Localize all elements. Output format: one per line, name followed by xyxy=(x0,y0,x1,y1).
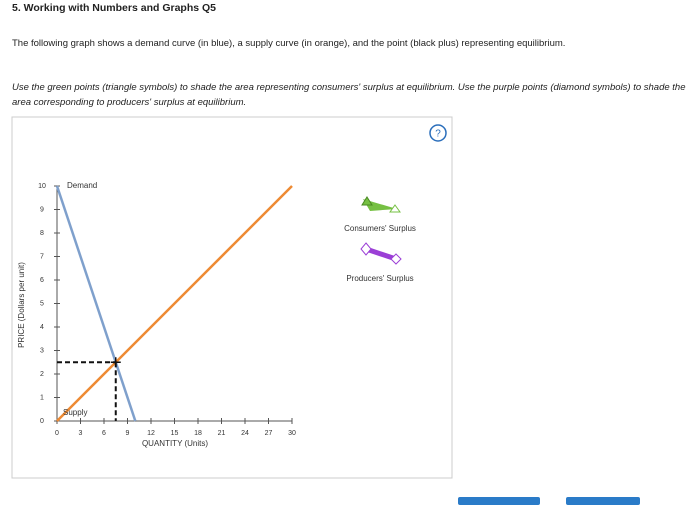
equilibrium-point xyxy=(110,357,121,368)
intro-text: The following graph shows a demand curve… xyxy=(12,38,566,49)
series-label: Demand xyxy=(67,181,97,190)
x-tick-label: 27 xyxy=(265,430,273,437)
x-tick-label: 6 xyxy=(102,430,106,437)
y-tick-label: 8 xyxy=(40,230,44,237)
button[interactable] xyxy=(458,497,540,505)
x-tick-label: 21 xyxy=(218,430,226,437)
help-circle[interactable] xyxy=(429,124,447,142)
x-tick-label: 30 xyxy=(288,430,296,437)
help-label[interactable]: ? xyxy=(435,129,441,140)
x-tick-label: 12 xyxy=(147,430,155,437)
y-tick-label: 7 xyxy=(40,253,44,260)
help-button[interactable]: ? xyxy=(429,124,447,142)
y-tick-label: 5 xyxy=(40,300,44,307)
instructions: Use the green points (triangle symbols) … xyxy=(12,82,686,108)
tool-icon xyxy=(365,246,397,262)
x-tick-label: 15 xyxy=(171,430,179,437)
tool-marker xyxy=(390,253,402,265)
y-tick-label: 6 xyxy=(40,277,44,284)
y-axis-title: PRICE (Dollars per unit) xyxy=(17,262,26,348)
y-tick-label: 1 xyxy=(40,394,44,401)
tool-icon xyxy=(363,199,397,211)
tool-label: Consumers' Surplus xyxy=(344,224,416,233)
x-tick-label: 9 xyxy=(126,430,130,437)
tool-marker xyxy=(389,204,401,213)
y-tick-label: 4 xyxy=(40,324,44,331)
x-tick-label: 0 xyxy=(55,430,59,437)
panel-border xyxy=(11,116,453,479)
x-tick-label: 18 xyxy=(194,430,202,437)
y-tick-label: 3 xyxy=(40,347,44,354)
y-tick-label: 9 xyxy=(40,206,44,213)
x-tick-label: 3 xyxy=(79,430,83,437)
y-tick-label: 2 xyxy=(40,371,44,378)
line-supply xyxy=(56,185,293,422)
tool-marker xyxy=(360,242,372,256)
line-demand xyxy=(55,185,137,422)
series-label: Supply xyxy=(63,408,87,417)
y-tick-label: 0 xyxy=(40,418,44,425)
button[interactable] xyxy=(566,497,640,505)
tool-diamond[interactable]: Producers' Surplus xyxy=(346,242,414,283)
x-tick-label: 24 xyxy=(241,430,249,437)
tool-marker xyxy=(361,196,373,206)
tool-label: Producers' Surplus xyxy=(346,274,413,283)
question-title: 5. Working with Numbers and Graphs Q5 xyxy=(12,2,217,14)
tool-triangle[interactable]: Consumers' Surplus xyxy=(344,196,416,233)
x-axis-title: QUANTITY (Units) xyxy=(142,439,208,448)
y-tick-label: 10 xyxy=(38,183,46,190)
